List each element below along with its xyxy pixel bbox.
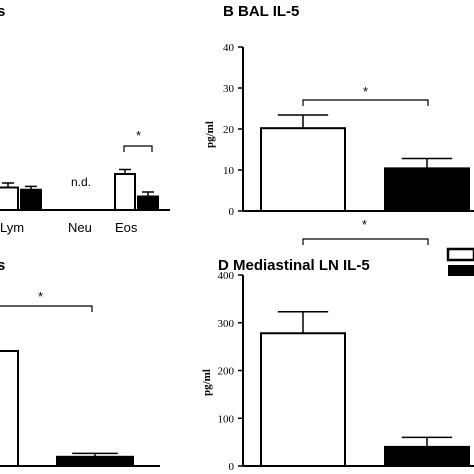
panel-c-bar-2 bbox=[56, 455, 134, 467]
panel-d-title: D Mediastinal LN IL-5 bbox=[218, 257, 370, 274]
panel-c: s * bbox=[0, 257, 160, 467]
panel-b-y-tick-label: 40 bbox=[223, 42, 235, 54]
panel-b-y-tick-label: 10 bbox=[223, 165, 235, 177]
panel-b-bar-2 bbox=[384, 167, 470, 212]
panel-b: B BAL IL-5 0 10 20 30 40 pg/ml * bbox=[204, 3, 474, 218]
panel-d-bar-2 bbox=[384, 445, 470, 467]
panel-b-title: B BAL IL-5 bbox=[223, 3, 299, 20]
panel-a-bar-lym-2 bbox=[20, 188, 42, 211]
panel-a-tick-label-eos: Eos bbox=[115, 220, 138, 235]
panel-d: D Mediastinal LN IL-5 0 100 200 300 400 pg/m… bbox=[201, 217, 474, 473]
panel-b-significance-bracket bbox=[302, 99, 429, 106]
panel-a-not-detected-label: n.d. bbox=[71, 175, 91, 189]
panel-b-y-tick-label: 20 bbox=[223, 124, 235, 136]
panel-a-tick-label-neu: Neu bbox=[68, 220, 92, 235]
panel-d-y-tick-label: 100 bbox=[218, 413, 235, 425]
panel-b-y-tick-label: 30 bbox=[223, 83, 235, 95]
panel-a: s Lym Neu Eos n.d. * bbox=[0, 3, 170, 235]
panel-b-significance-star: * bbox=[363, 84, 368, 99]
panel-c-significance-star: * bbox=[38, 289, 43, 304]
legend-swatch-black bbox=[448, 265, 474, 276]
panel-d-y-tick-label: 200 bbox=[218, 366, 235, 378]
panel-d-significance-bracket bbox=[302, 238, 429, 245]
panel-b-bar-1 bbox=[260, 127, 346, 212]
panel-c-significance-bracket bbox=[0, 305, 93, 312]
panel-d-bar-1 bbox=[260, 332, 346, 467]
panel-b-y-axis-label: pg/ml bbox=[204, 121, 216, 148]
panel-d-y-tick-label: 0 bbox=[229, 461, 235, 473]
panel-a-bar-eos-2 bbox=[137, 195, 159, 211]
panel-a-tick-label-lym: Lym bbox=[0, 220, 24, 235]
panel-a-bar-lym-1 bbox=[0, 186, 19, 211]
panel-a-significance-star: * bbox=[136, 128, 141, 143]
panel-d-y-tick-label: 300 bbox=[218, 318, 235, 330]
legend-swatch-white bbox=[446, 247, 474, 262]
panel-d-significance-star: * bbox=[362, 217, 367, 232]
panel-c-bar-1 bbox=[0, 350, 19, 467]
panel-d-y-axis-label: pg/ml bbox=[201, 369, 213, 396]
panel-c-title: s bbox=[0, 257, 5, 274]
panel-a-title: s bbox=[0, 3, 5, 20]
panel-b-y-tick-label: 0 bbox=[229, 206, 235, 218]
panel-a-significance-bracket bbox=[123, 145, 153, 152]
panel-a-bar-eos-1 bbox=[114, 173, 136, 211]
panel-d-y-tick-label: 400 bbox=[218, 270, 235, 282]
